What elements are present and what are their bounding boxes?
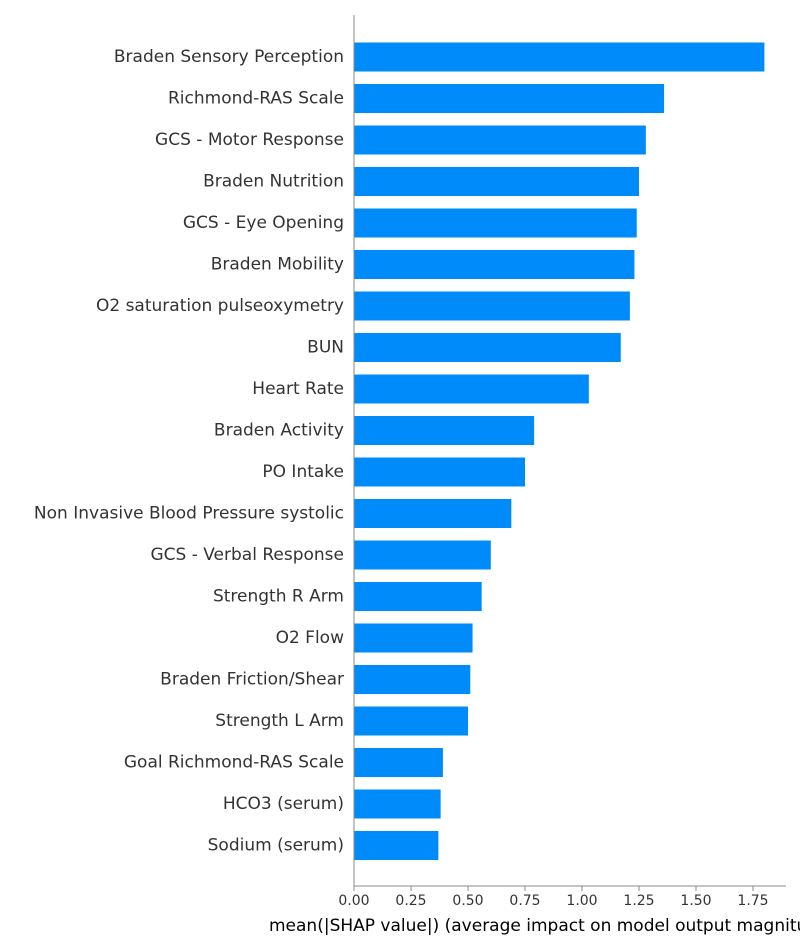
x-ticks-group: 0.00 0.25 0.50 0.75 1.00 1.25 1.50 1.75 [338, 886, 769, 909]
bar [354, 582, 482, 611]
bar [354, 623, 473, 653]
category-label: PO Intake [262, 462, 344, 482]
category-label: Non Invasive Blood Pressure systolic [34, 504, 344, 524]
category-label: O2 saturation pulseoxymetry [96, 296, 344, 316]
x-tick-label: 1.25 [623, 893, 654, 909]
category-label: Braden Friction/Shear [160, 670, 344, 690]
category-label: BUN [307, 338, 344, 358]
bar [354, 499, 512, 528]
category-label: Goal Richmond-RAS Scale [124, 753, 344, 773]
category-label: Braden Nutrition [203, 172, 344, 192]
category-label: Heart Rate [252, 379, 344, 399]
bar [354, 208, 637, 238]
x-tick-label: 0.00 [338, 893, 369, 909]
category-label: Braden Mobility [211, 255, 344, 275]
bar [354, 540, 491, 570]
category-label: Braden Sensory Perception [114, 47, 344, 67]
bar [354, 167, 639, 196]
x-axis-title: mean(|SHAP value|) (average impact on mo… [269, 916, 800, 936]
bar [354, 291, 630, 321]
x-tick-label: 1.50 [680, 893, 711, 909]
category-label: HCO3 (serum) [223, 794, 344, 814]
bar [354, 84, 665, 113]
bar [354, 374, 589, 404]
x-tick-label: 1.75 [737, 893, 768, 909]
x-tick-label: 0.75 [509, 893, 540, 909]
category-label: Strength L Arm [215, 711, 344, 731]
bar [354, 831, 439, 860]
bar [354, 789, 441, 819]
x-tick-label: 0.25 [395, 893, 426, 909]
bar [354, 416, 535, 445]
bar [354, 125, 646, 155]
bar [354, 748, 443, 777]
category-label: Richmond-RAS Scale [168, 89, 344, 109]
bar [354, 706, 468, 736]
category-labels-group: Braden Sensory Perception Richmond-RAS Sc… [34, 47, 344, 856]
bar [354, 457, 525, 487]
bar [354, 665, 471, 694]
category-label: GCS - Motor Response [155, 130, 344, 150]
bar [354, 250, 635, 279]
category-label: Sodium (serum) [208, 836, 344, 856]
x-tick-label: 0.50 [452, 893, 483, 909]
category-label: GCS - Eye Opening [183, 213, 344, 233]
category-label: Braden Activity [214, 421, 344, 441]
x-tick-label: 1.00 [566, 893, 597, 909]
category-label: GCS - Verbal Response [150, 545, 344, 565]
bars-group [354, 42, 765, 860]
category-label: Strength R Arm [213, 587, 344, 607]
category-label: O2 Flow [276, 628, 345, 648]
bar [354, 42, 765, 72]
bar [354, 333, 621, 362]
